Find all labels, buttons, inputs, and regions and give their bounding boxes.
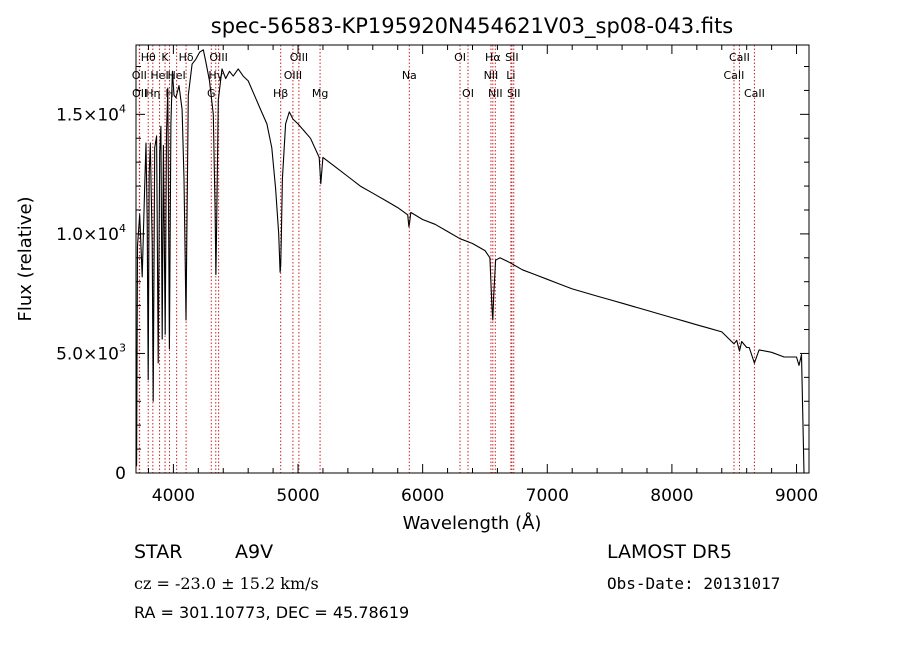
line-markers (138, 45, 755, 473)
spectral-line-label: NII (484, 69, 499, 82)
spectral-line-label: Li (506, 69, 515, 82)
spectral-line-label: Hγ (208, 69, 223, 82)
spectral-line-label: HeI (150, 69, 168, 82)
spectral-line-label: H (165, 87, 173, 100)
y-axis: 0 5.0×103 1.0×104 1.5×104 (56, 66, 809, 484)
spectral-line-label: OIII (284, 69, 302, 82)
spectral-subclass: A9V (235, 541, 274, 563)
x-tick-label: 5000 (276, 486, 319, 506)
spectral-line-label: Hβ (273, 87, 288, 100)
spectral-line-label: Hδ (179, 51, 194, 64)
y-tick-label: 1.5×104 (56, 102, 126, 125)
y-axis-label: Flux (relative) (15, 196, 36, 321)
survey-name: LAMOST DR5 (607, 541, 732, 563)
spectrum-line (135, 49, 805, 474)
spectral-line-label: OI (454, 51, 466, 64)
spectral-line-label: CaII (729, 51, 750, 64)
x-tick-label: 6000 (401, 486, 444, 506)
spectral-line-label: Hα (485, 51, 501, 64)
spectral-line-label: Mg (312, 87, 328, 100)
observation-date: Obs-Date: 20131017 (607, 574, 781, 593)
spectral-line-label: OIII (290, 51, 308, 64)
spectral-line-label: SII (507, 87, 520, 100)
plot-frame (135, 44, 810, 474)
x-tick-label: 7000 (526, 486, 569, 506)
y-tick-label: 0 (115, 464, 126, 484)
spectral-line-label: OII (132, 69, 147, 82)
coordinates: RA = 301.10773, DEC = 45.78619 (134, 603, 410, 622)
spectral-line-label: NII (488, 87, 503, 100)
x-axis-label: Wavelength (Å) (403, 512, 542, 534)
spectral-line-label: Hη (145, 87, 160, 100)
spectral-line-label: Na (402, 69, 417, 82)
y-tick-label: 5.0×103 (56, 341, 126, 364)
spectral-line-label: OIII (209, 51, 227, 64)
chart-title: spec-56583-KP195920N454621V03_sp08-043.f… (211, 14, 734, 39)
spectral-line-label: OI (462, 87, 474, 100)
y-tick-label: 1.0×104 (56, 222, 126, 245)
x-tick-label: 9000 (775, 486, 818, 506)
object-type: STAR (134, 541, 183, 563)
x-tick-label: 8000 (650, 486, 693, 506)
spectral-line-label: CaII (724, 69, 745, 82)
spectral-line-label: HeI (167, 69, 185, 82)
spectral-line-label: Hθ (141, 51, 156, 64)
spectral-line-label: K (161, 51, 169, 64)
redshift-velocity: cz = -23.0 ± 15.2 km/s (134, 574, 319, 593)
x-axis: 4000 5000 6000 7000 8000 9000 (147, 45, 818, 506)
spectral-line-label: SII (505, 51, 518, 64)
x-tick-label: 4000 (152, 486, 195, 506)
spectral-line-label: CaII (744, 87, 765, 100)
